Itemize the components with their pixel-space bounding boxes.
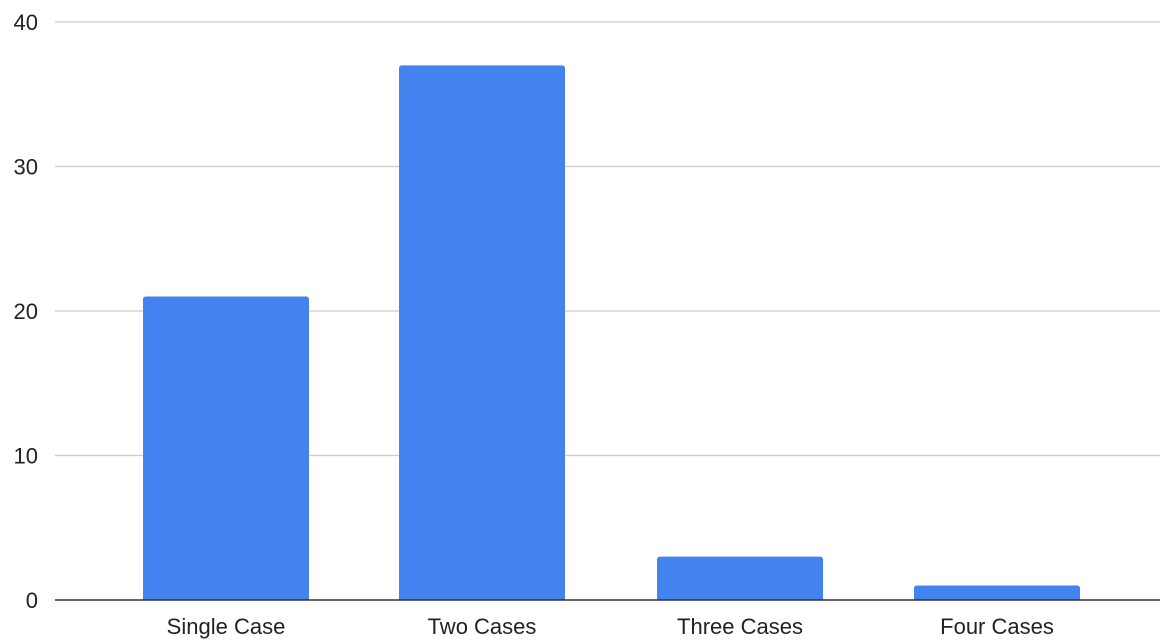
bar-two-cases [399, 65, 565, 601]
y-tick-label: 30 [14, 155, 38, 180]
x-category-label: Two Cases [428, 614, 537, 639]
y-tick-label: 0 [26, 588, 38, 613]
x-category-label: Four Cases [940, 614, 1054, 639]
y-axis-ticks: 0 10 20 30 40 [14, 10, 38, 613]
y-tick-label: 10 [14, 444, 38, 469]
x-axis-labels: Single Case Two Cases Three Cases Four Case… [167, 614, 1054, 639]
bar-single-case [143, 296, 309, 600]
x-category-label: Three Cases [677, 614, 803, 639]
y-tick-label: 20 [14, 299, 38, 324]
x-category-label: Single Case [167, 614, 286, 639]
bar-four-cases [914, 585, 1080, 600]
bar-three-cases [657, 556, 823, 600]
y-tick-label: 40 [14, 10, 38, 35]
bars [143, 65, 1080, 601]
